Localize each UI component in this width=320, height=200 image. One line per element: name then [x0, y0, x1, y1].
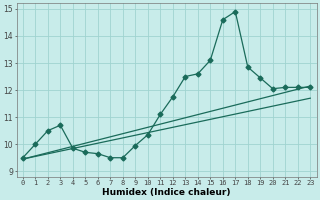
X-axis label: Humidex (Indice chaleur): Humidex (Indice chaleur) [102, 188, 231, 197]
